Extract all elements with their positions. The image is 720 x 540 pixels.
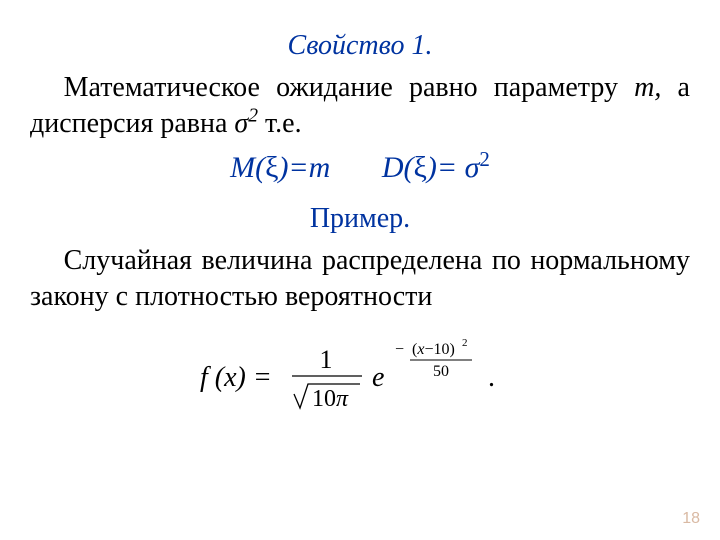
exp-denom: 50 (433, 363, 449, 380)
density-formula: f (x) = 1 10π e − (x−10) 2 50 (30, 334, 690, 429)
frac-bottom: 10π (312, 386, 349, 412)
exp-num-sq: 2 (462, 337, 468, 349)
sigma-squared: 2 (248, 106, 258, 127)
para1-a: Математическое ожидание равно параметру (64, 72, 635, 103)
page-number-text: 18 (682, 510, 700, 527)
f1r2: )= σ (427, 151, 480, 184)
example-heading-text: Пример. (310, 203, 410, 234)
mean-variance-formulas: M(ξ)=m D(ξ)= σ2 (30, 151, 690, 185)
property-paragraph: Математическое ожидание равно параметру … (30, 70, 690, 143)
frac-top: 1 (320, 345, 333, 374)
exp-e: e (372, 362, 384, 393)
f1l1: M( (230, 151, 265, 184)
exp-num: (x−10) (412, 341, 455, 358)
para1-c: т.е. (258, 108, 302, 139)
sigma: σ (234, 108, 248, 139)
heading-text: Свойство 1. (288, 30, 433, 61)
f1l2: )=m (278, 151, 330, 184)
example-heading: Пример. (30, 203, 690, 235)
mean-formula: M(ξ)=m (230, 151, 330, 185)
f1xi1: ξ (265, 151, 278, 184)
exp-minus: − (395, 341, 404, 358)
section-heading: Свойство 1. (30, 30, 690, 62)
example-paragraph: Случайная величина распределена по норма… (30, 243, 690, 316)
variance-formula: D(ξ)= σ2 (382, 151, 490, 185)
page-number: 18 (682, 510, 700, 528)
formula-period: . (488, 362, 495, 393)
lhs: f (x) = (200, 362, 272, 393)
para2-text: Случайная величина распределена по норма… (30, 245, 690, 312)
param-m: m, (634, 72, 661, 103)
f1xi2: ξ (414, 151, 427, 184)
f1r1: D( (382, 151, 414, 184)
